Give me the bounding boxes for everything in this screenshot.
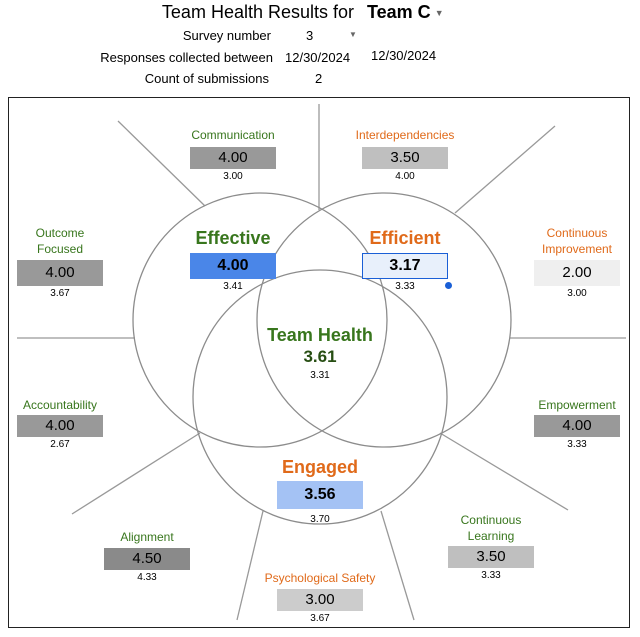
efficient-prior: 3.33 [395,281,415,292]
divider-line [117,120,206,207]
team-dropdown[interactable]: Team C ▼ [367,2,444,23]
continuous-learning-prior: 3.33 [481,570,501,581]
alignment-prior: 4.33 [137,572,157,583]
psychological-safety-label: Psychological Safety [264,571,376,585]
accountability-score[interactable]: 4.00 [17,415,103,437]
psychological-safety-score[interactable]: 3.00 [277,589,363,611]
alignment-card: Alignment 4.50 4.33 [97,529,197,584]
continuous-improvement-score[interactable]: 2.00 [534,260,620,286]
engaged-card: Engaged 3.56 3.70 [260,457,380,526]
outcome-focused-score[interactable]: 4.00 [17,260,103,286]
team-name: Team C [367,2,431,22]
alignment-label: Alignment [120,530,174,544]
interdependencies-score[interactable]: 3.50 [362,147,448,169]
continuous-learning-label: Continuous Learning [460,513,522,543]
accountability-prior: 2.67 [50,439,70,450]
divider-line [236,510,264,621]
results-panel [8,97,630,628]
psychological-safety-prior: 3.67 [310,613,330,624]
empowerment-prior: 3.33 [567,439,587,450]
count-label: Count of submissions [144,71,269,86]
divider-line [454,125,556,214]
communication-card: Communication 4.00 3.00 [173,127,293,183]
outcome-focused-card: Outcome Focused 4.00 3.67 [10,225,110,300]
date-start: 12/30/2024 [285,50,351,65]
divider-line [380,510,415,621]
engaged-circle [192,269,448,525]
effective-score[interactable]: 4.00 [190,253,276,279]
accountability-label: Accountability [22,398,98,412]
survey-number-label: Survey number [182,28,271,43]
accountability-card: Accountability 4.00 2.67 [10,397,110,451]
team-health-label: Team Health [267,325,373,345]
divider-line [71,432,201,515]
efficient-score[interactable]: 3.17 [362,253,448,279]
interdependencies-label: Interdependencies [355,128,455,142]
empowerment-score[interactable]: 4.00 [534,415,620,437]
outcome-focused-prior: 3.67 [50,288,70,299]
effective-label: Effective [195,228,271,248]
chevron-down-icon: ▼ [434,8,444,19]
divider-line [439,432,569,511]
team-health-card: Team Health 3.61 3.31 [250,325,390,382]
efficient-label: Efficient [369,228,441,248]
communication-label: Communication [191,128,275,142]
continuous-improvement-prior: 3.00 [567,288,587,299]
responses-label: Responses collected between [100,50,273,65]
interdependencies-prior: 4.00 [395,171,415,182]
alignment-score[interactable]: 4.50 [104,548,190,570]
effective-card: Effective 4.00 3.41 [173,228,293,293]
team-health-prior: 3.31 [310,370,330,381]
team-health-score[interactable]: 3.61 [303,347,337,366]
outcome-focused-label: Outcome Focused [35,226,85,256]
engaged-label: Engaged [281,457,358,477]
date-end: 12/30/2024 [371,48,437,63]
continuous-learning-card: Continuous Learning 3.50 3.33 [441,512,541,582]
continuous-learning-score[interactable]: 3.50 [448,546,534,568]
header-title-row: Team Health Results for Team C ▼ [0,2,640,26]
continuous-improvement-card: Continuous Improvement 2.00 3.00 [527,225,627,300]
effective-prior: 3.41 [223,281,243,292]
efficient-card: Efficient 3.17 3.33 [345,228,465,293]
empowerment-label: Empowerment [538,398,616,412]
continuous-improvement-label: Continuous Improvement [541,226,613,256]
selection-handle[interactable] [445,282,452,289]
effective-circle [132,192,388,448]
empowerment-card: Empowerment 4.00 3.33 [527,397,627,451]
engaged-score[interactable]: 3.56 [277,481,363,509]
psychological-safety-card: Psychological Safety 3.00 3.67 [250,570,390,625]
communication-prior: 3.00 [223,171,243,182]
chevron-down-icon[interactable]: ▼ [349,30,357,39]
survey-number-dropdown[interactable]: 3 [306,28,314,43]
count-value: 2 [315,71,323,86]
engaged-prior: 3.70 [310,514,330,525]
efficient-circle [256,192,512,448]
interdependencies-card: Interdependencies 3.50 4.00 [335,127,475,183]
page-title: Team Health Results for [161,2,354,22]
communication-score[interactable]: 4.00 [190,147,276,169]
